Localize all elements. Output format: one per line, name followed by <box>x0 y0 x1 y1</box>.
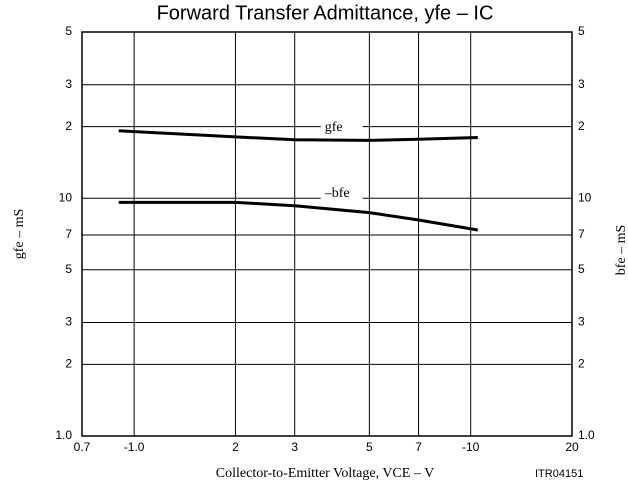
label-bg <box>320 184 363 203</box>
curve <box>118 129 478 142</box>
x-tick-label: 20 <box>565 440 579 454</box>
y2-tick-label: 3 <box>578 77 585 91</box>
x-tick-label: 7 <box>415 440 422 454</box>
y2-tick-label: 7 <box>578 227 585 241</box>
y2-axis-label: bfe – mS <box>614 225 628 276</box>
y-tick-label: 5 <box>65 24 72 38</box>
x-tick-label: 5 <box>366 440 373 454</box>
x-axis-label: Collector-to-Emitter Voltage, VCE – V <box>216 466 434 481</box>
plot-frame <box>81 31 573 437</box>
chart-title: Forward Transfer Admittance, yfe – IC <box>157 2 494 24</box>
y2-tick-label: 2 <box>578 357 585 371</box>
label-bg <box>320 118 363 137</box>
y2-tick-label: 3 <box>578 315 585 329</box>
y-tick-label: 5 <box>65 262 72 276</box>
x-tick-label: 2 <box>232 440 239 454</box>
y2-tick-label: 10 <box>578 190 592 204</box>
y-tick-label: 10 <box>59 190 73 204</box>
y-tick-label: 7 <box>65 227 72 241</box>
y-tick-label: 3 <box>65 77 72 91</box>
curve-label: –bfe <box>324 186 350 201</box>
annotation: ITR04151 <box>535 468 583 480</box>
y-tick-label: 3 <box>65 315 72 329</box>
curve <box>118 200 479 232</box>
y2-tick-label: 5 <box>578 262 585 276</box>
y-tick-label: 2 <box>65 357 72 371</box>
x-tick-label: 0.7 <box>74 440 91 454</box>
y-axis-label: gfe – mS <box>12 209 27 260</box>
y2-tick-label: 2 <box>578 119 585 133</box>
x-tick-label: -1.0 <box>124 440 145 454</box>
curve-label: gfe <box>325 120 343 135</box>
y-tick-label: 2 <box>65 119 72 133</box>
y2-tick-label: 1.0 <box>578 428 595 442</box>
y2-tick-label: 5 <box>578 24 585 38</box>
x-tick-label: -10 <box>462 440 480 454</box>
x-tick-label: 3 <box>291 440 298 454</box>
y-tick-label: 1.0 <box>55 428 72 442</box>
